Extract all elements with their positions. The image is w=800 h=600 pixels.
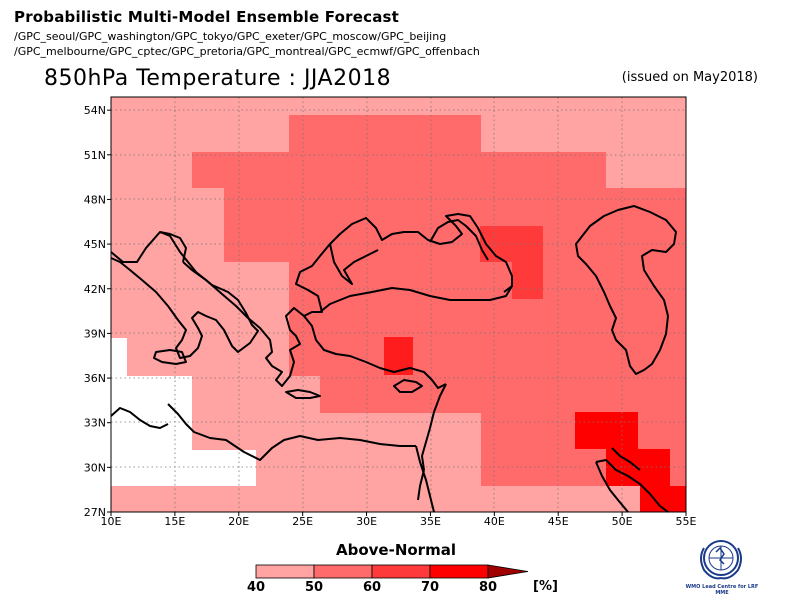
coastline-persian-gulf xyxy=(595,459,669,513)
legend-swatch-60-70 xyxy=(371,564,431,579)
wmo-logo-text: WMO Lead Centre for LRF MME xyxy=(685,584,759,596)
lat-tick-label: 33N xyxy=(84,417,106,430)
lat-tick-label: 54N xyxy=(84,104,106,117)
lat-tick-label: 45N xyxy=(84,238,106,251)
lat-tick-label: 27N xyxy=(84,506,106,519)
coastline-crete xyxy=(285,389,321,399)
legend-swatch-50-60 xyxy=(313,564,373,579)
coastline-red-sea xyxy=(415,445,435,513)
coastline-cyprus xyxy=(393,379,423,393)
coastline-adriatic xyxy=(159,231,187,263)
lat-tick-label: 51N xyxy=(84,149,106,162)
lon-tick-label: 50E xyxy=(612,515,633,528)
legend-tick-label: 70 xyxy=(420,580,440,595)
coastline-italy xyxy=(110,231,259,359)
coastline-gulf-west xyxy=(595,461,629,513)
coastline-kuwait xyxy=(611,447,641,471)
lon-tick-label: 15E xyxy=(164,515,185,528)
lon-tick-label: 55E xyxy=(676,515,697,528)
shade-cell xyxy=(111,376,192,486)
wmo-logo-icon xyxy=(700,540,742,580)
lon-tick-label: 30E xyxy=(356,515,377,528)
legend-swatch-70-80 xyxy=(429,564,489,579)
coastline-sicily xyxy=(153,349,187,365)
coastline-tunisia xyxy=(110,407,169,429)
lon-tick-label: 40E xyxy=(484,515,505,528)
shade-cell xyxy=(111,338,127,376)
legend-colorbar xyxy=(255,564,529,579)
lat-lon-grid xyxy=(111,97,686,512)
shade-cell xyxy=(192,115,686,486)
lat-tick-label: 36N xyxy=(84,372,106,385)
coastline-crimea xyxy=(429,219,489,261)
coastline-balkans xyxy=(182,243,331,387)
map-frame xyxy=(110,96,687,513)
legend-tick-label: 60 xyxy=(362,580,382,595)
probability-shading xyxy=(111,97,686,512)
coastline-anatolia-north xyxy=(319,285,513,313)
lon-tick-label: 25E xyxy=(292,515,313,528)
legend-tick-label: 80 xyxy=(478,580,498,595)
legend-swatch-40-50 xyxy=(255,564,315,579)
shade-cell xyxy=(192,450,256,486)
gpc-list-line-1: /GPC_seoul/GPC_washington/GPC_tokyo/GPC_… xyxy=(14,30,447,43)
lat-tick-label: 39N xyxy=(84,327,106,340)
legend-swatch-80-plus xyxy=(487,564,529,579)
shade-cell xyxy=(480,226,543,299)
coastline-black-sea xyxy=(329,213,513,293)
lat-tick-label: 48N xyxy=(84,193,106,206)
coastline-levant xyxy=(421,383,447,471)
coastline-black-sea-west xyxy=(329,243,379,285)
lon-tick-label: 10E xyxy=(101,515,122,528)
lat-tick-label: 42N xyxy=(84,283,106,296)
coastline-anatolia-south xyxy=(303,315,447,389)
coastline-caspian xyxy=(575,205,677,375)
legend-unit: [%] xyxy=(533,579,558,594)
legend-title: Above-Normal xyxy=(336,541,456,559)
coastlines xyxy=(110,205,677,513)
lon-tick-label: 35E xyxy=(420,515,441,528)
lon-tick-label: 45E xyxy=(548,515,569,528)
coastline-north-africa xyxy=(167,403,416,461)
legend-tick-label: 40 xyxy=(246,580,266,595)
gpc-list-line-2: /GPC_melbourne/GPC_cptec/GPC_pretoria/GP… xyxy=(14,45,480,58)
issued-date: (issued on May2018) xyxy=(621,70,758,85)
page-title: Probabilistic Multi-Model Ensemble Forec… xyxy=(14,8,400,26)
axis-labels: 10E 15E 20E 25E 30E 35E 40E 45E 50E 55E 27N 30N 33N 3… xyxy=(84,104,697,528)
coastline-aqaba xyxy=(417,469,425,501)
lat-tick-label: 30N xyxy=(84,461,106,474)
lon-tick-label: 20E xyxy=(228,515,249,528)
legend-tick-label: 50 xyxy=(304,580,324,595)
map-title: 850hPa Temperature : JJA2018 xyxy=(44,66,392,91)
